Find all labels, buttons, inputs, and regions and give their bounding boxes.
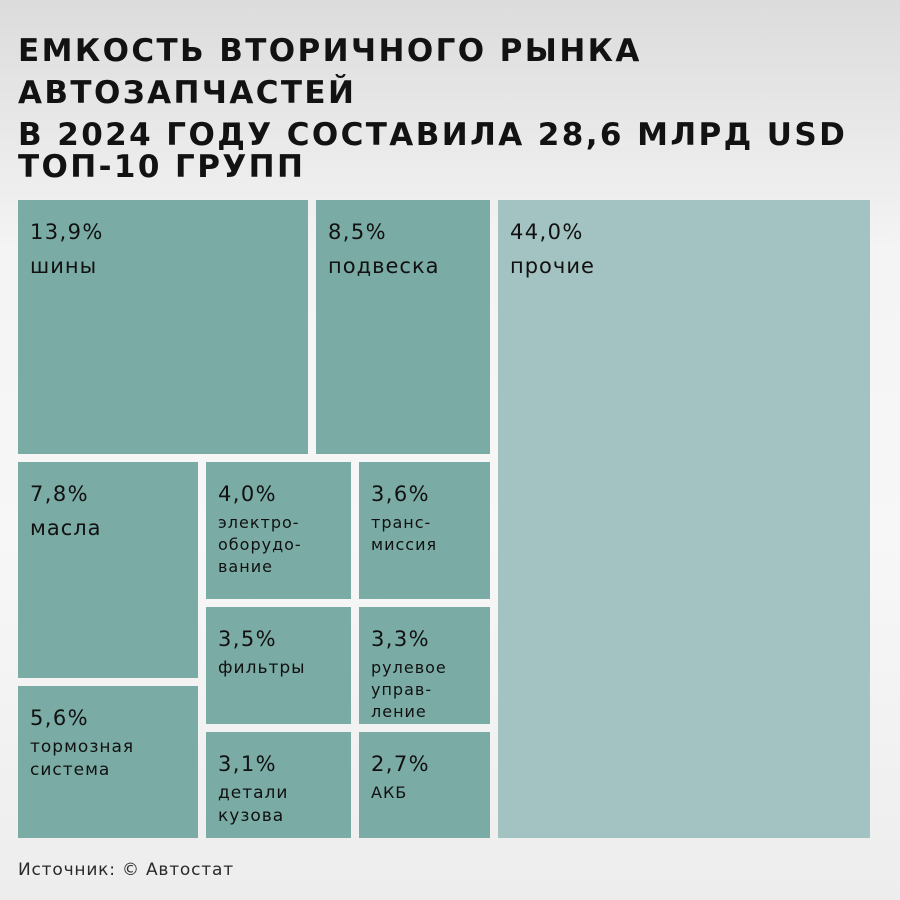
treemap-cell-body: 3,1% детали кузова xyxy=(206,732,351,838)
treemap-value-label: 2,7% xyxy=(371,752,430,776)
treemap-category-label: электро- оборудо- вание xyxy=(218,513,302,576)
treemap-cell-filters: 3,5% фильтры xyxy=(206,607,351,724)
treemap-value-label: 13,9% xyxy=(30,220,104,244)
treemap-cell-tires: 13,9% шины xyxy=(18,200,308,454)
chart-title-line-2: В 2024 ГОДУ СОСТАВИЛА 28,6 МЛРД USD xyxy=(18,117,848,153)
treemap-value-label: 44,0% xyxy=(510,220,584,244)
treemap-value-label: 3,3% xyxy=(371,627,430,651)
treemap-cell-electrical: 4,0% электро- оборудо- вание xyxy=(206,462,351,599)
chart-subtitle: ТОП-10 ГРУПП xyxy=(18,149,306,185)
treemap-cell-brakes: 5,6% тормозная система xyxy=(18,686,198,838)
treemap-value-label: 8,5% xyxy=(328,220,387,244)
treemap-value-label: 4,0% xyxy=(218,482,277,506)
treemap-category-label: шины xyxy=(30,254,98,278)
treemap-category-label: фильтры xyxy=(218,658,306,678)
treemap-category-label: рулевое управ- ление xyxy=(371,658,447,721)
treemap-cell-battery: 2,7% АКБ xyxy=(359,732,490,838)
treemap-category-label: тормозная система xyxy=(30,737,135,780)
treemap-cell-steering: 3,3% рулевое управ- ление xyxy=(359,607,490,724)
treemap-category-label: масла xyxy=(30,516,102,540)
treemap-category-label: детали кузова xyxy=(218,783,289,826)
treemap-value-label: 7,8% xyxy=(30,482,89,506)
treemap-value-label: 5,6% xyxy=(30,706,89,730)
treemap-cell-transmission: 3,6% транс- миссия xyxy=(359,462,490,599)
chart-title: ЕМКОСТЬ ВТОРИЧНОГО РЫНКА АВТОЗАПЧАСТЕЙ В… xyxy=(18,30,878,156)
treemap-category-label: подвеска xyxy=(328,254,440,278)
source-note: Источник: © Автостат xyxy=(18,860,234,880)
treemap-value-label: 3,5% xyxy=(218,627,277,651)
treemap-category-label: прочие xyxy=(510,254,595,278)
chart-title-line-1: ЕМКОСТЬ ВТОРИЧНОГО РЫНКА АВТОЗАПЧАСТЕЙ xyxy=(18,33,642,111)
treemap-cell-other: 44,0% прочие xyxy=(498,200,870,838)
treemap-category-label: транс- миссия xyxy=(371,513,438,554)
treemap-category-label: АКБ xyxy=(371,783,408,802)
treemap-value-label: 3,6% xyxy=(371,482,430,506)
treemap-cell-suspension: 8,5% подвеска xyxy=(316,200,490,454)
treemap-cell-oils: 7,8% масла xyxy=(18,462,198,678)
treemap-value-label: 3,1% xyxy=(218,752,277,776)
